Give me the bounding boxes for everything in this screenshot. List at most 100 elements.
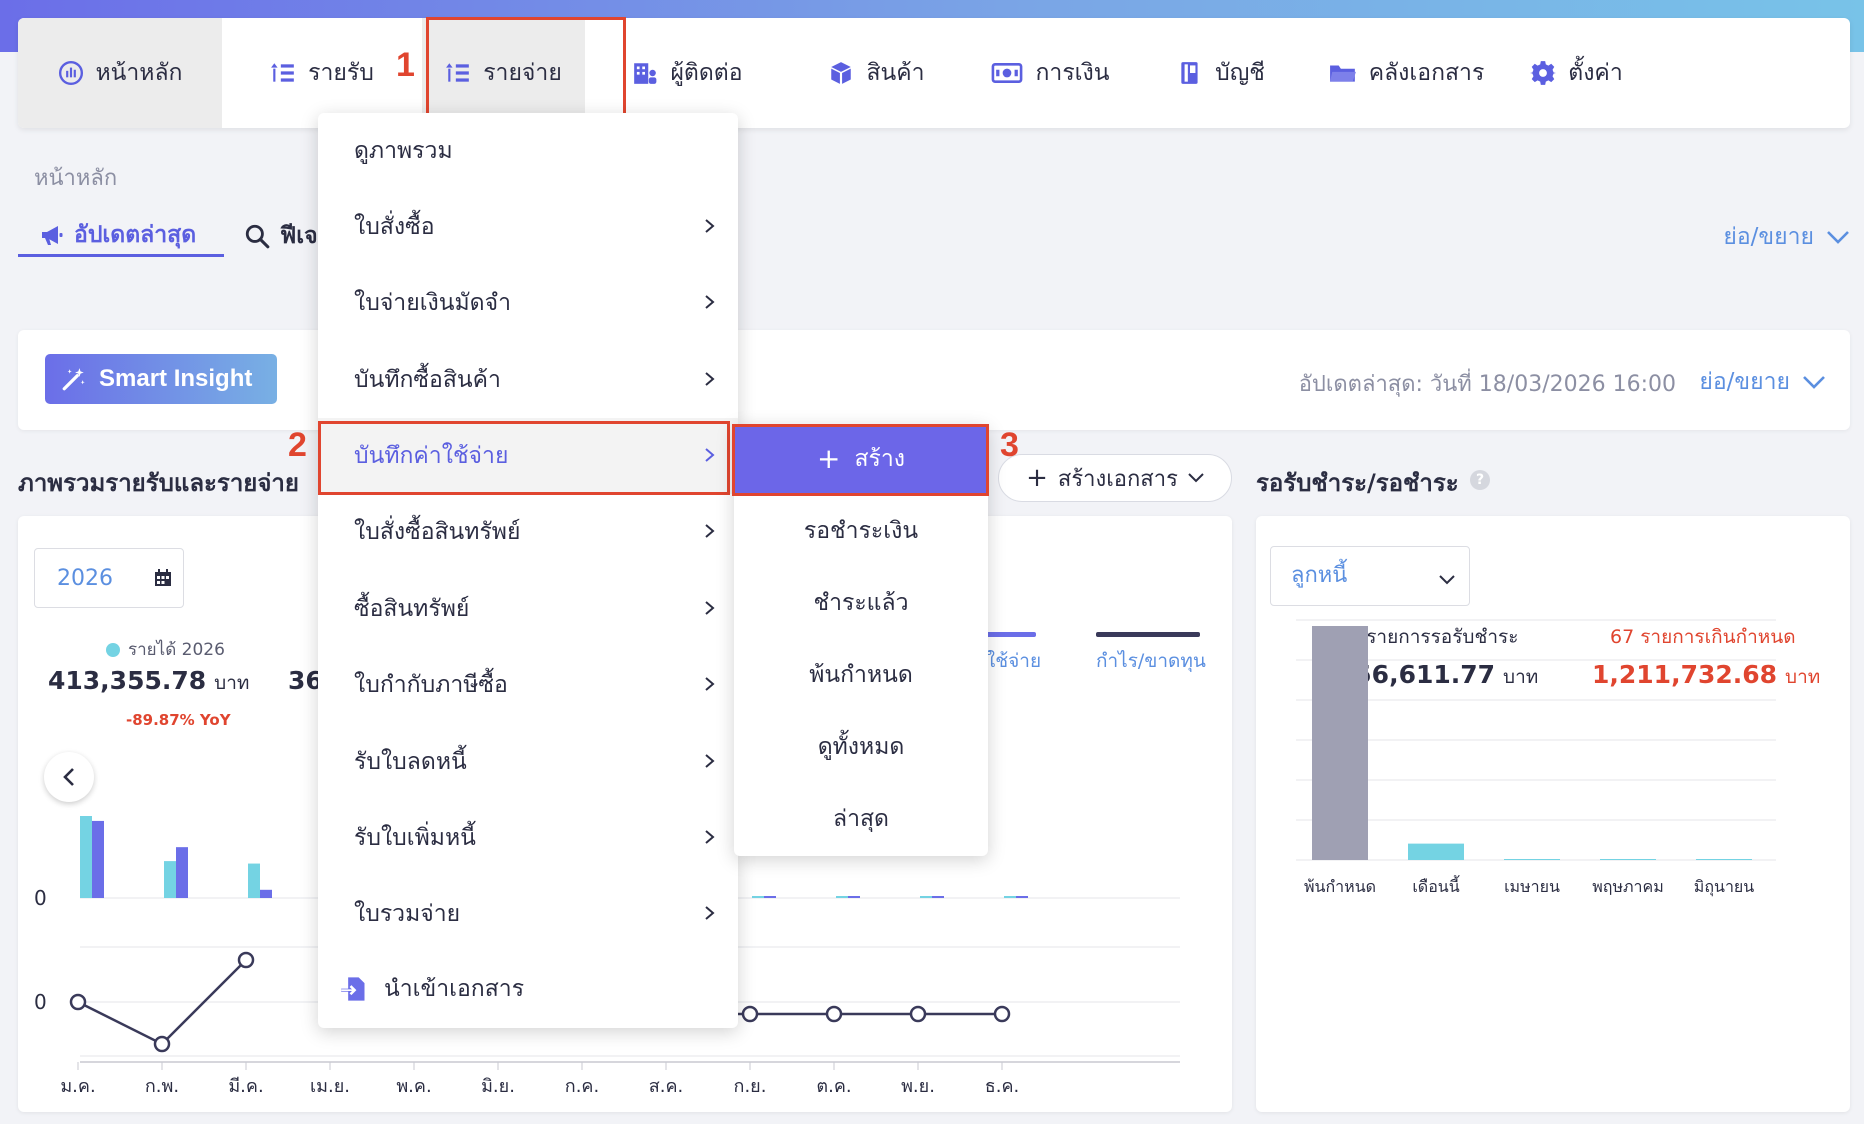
menu-item-asset-purchase-order[interactable]: ใบสั่งซื้อสินทรัพย์ [318, 494, 738, 570]
receivable-bar [1504, 859, 1560, 860]
submenu-create-button[interactable]: + สร้าง [734, 424, 988, 494]
expense-list-icon [446, 63, 470, 82]
profit-point [909, 1005, 927, 1023]
nav-home-label: หน้าหลัก [95, 60, 183, 86]
income-bar [248, 863, 260, 898]
expense-bar [848, 896, 860, 898]
create-document-button[interactable]: + สร้างเอกสาร [998, 454, 1232, 502]
receivable-x-label: มิถุนายน [1694, 877, 1755, 897]
income-bar [752, 896, 764, 898]
x-tick-label: เม.ย. [310, 1076, 350, 1097]
menu-item-deposit-payment[interactable]: ใบจ่ายเงินมัดจำ [318, 265, 738, 341]
chevron-right-icon [705, 830, 715, 844]
debtor-select[interactable]: ลูกหนี้ [1270, 546, 1470, 606]
chevron-right-icon [705, 295, 715, 309]
bar-zero-label: 0 [34, 886, 47, 910]
nav-products[interactable]: สินค้า [790, 18, 963, 128]
menu-item-overview[interactable]: ดูภาพรวม [318, 113, 738, 189]
chevron-down-icon [1803, 376, 1825, 389]
submenu-item-latest[interactable]: ล่าสุด [833, 806, 889, 832]
legend-income: รายได้ 2026 [106, 636, 225, 663]
x-tick-label: พ.ย. [901, 1076, 935, 1097]
menu-item-label: บันทึกซื้อสินค้า [354, 367, 501, 393]
nav-contacts[interactable]: ผู้ติดต่อ [585, 18, 790, 128]
tab-feature[interactable]: ฟีเจ [244, 215, 318, 257]
chevron-left-icon [63, 768, 74, 786]
annotation-label-3: 3 [1000, 426, 1019, 464]
nav-documents[interactable]: คลังเอกสาร [1304, 18, 1509, 128]
year-picker[interactable]: 2026 [34, 548, 184, 608]
nav-contacts-label: ผู้ติดต่อ [670, 60, 743, 86]
x-tick-label: ต.ค. [816, 1076, 851, 1097]
smart-insight-button[interactable]: Smart Insight [45, 354, 277, 404]
nav-expense-label: รายจ่าย [483, 60, 562, 86]
nav-settings[interactable]: ตั้งค่า [1509, 18, 1644, 128]
tab-feature-label: ฟีเจ [280, 223, 318, 249]
menu-item-label: ซื้อสินทรัพย์ [354, 596, 470, 622]
nav-finance[interactable]: การเงิน [963, 18, 1138, 128]
receivable-chart: พ้นกำหนด เดือนนี้ เมษายน พฤษภาคม มิถุนายน [1296, 619, 1776, 897]
nav-expense[interactable]: รายจ่าย [422, 18, 585, 128]
breadcrumb: หน้าหลัก [34, 166, 118, 191]
menu-item-combined-payment[interactable]: ใบรวมจ่าย [318, 876, 738, 952]
pending-count: 73 รายการรอรับชำระ [1336, 626, 1519, 648]
x-tick-label: ธ.ค. [985, 1076, 1019, 1097]
annotation-box-1 [426, 17, 626, 116]
plus-icon: + [816, 442, 841, 475]
tab-latest-updates[interactable]: อัปเดตล่าสุด [18, 215, 224, 257]
menu-item-credit-note[interactable]: รับใบลดหนี้ [318, 724, 738, 800]
submenu-item-view-all[interactable]: ดูทั้งหมด [817, 734, 905, 760]
receivable-bar [1696, 859, 1752, 860]
profit-point [153, 1035, 171, 1053]
help-icon[interactable]: ? [1470, 470, 1490, 490]
smart-insight-label: Smart Insight [99, 365, 253, 392]
nav-documents-label: คลังเอกสาร [1368, 60, 1485, 86]
collapse-label-insight: ย่อ/ขยาย [1699, 369, 1790, 395]
chart-prev-button[interactable] [44, 752, 94, 802]
gear-icon [1530, 61, 1557, 85]
menu-item-purchase-record[interactable]: บันทึกซื้อสินค้า [318, 342, 738, 418]
overdue-count: 67 รายการเกินกำหนด [1610, 626, 1796, 648]
collapse-toggle-top[interactable]: ย่อ/ขยาย [1723, 219, 1850, 255]
product-box-icon [831, 62, 852, 84]
x-tick-label: ก.พ. [145, 1076, 179, 1097]
x-tick-label: ก.ค. [565, 1076, 599, 1097]
expense-record-submenu: + สร้าง รอชำระเงิน ชำระแล้ว พ้นกำหนด ดูท… [734, 424, 988, 856]
receivable-x-label: เมษายน [1504, 877, 1560, 896]
receivable-x-label: พ้นกำหนด [1304, 877, 1376, 896]
profit-point [741, 1005, 759, 1023]
expense-bar [764, 896, 776, 898]
nav-finance-label: การเงิน [1035, 60, 1110, 86]
profit-point [69, 993, 87, 1011]
dashboard-icon [58, 60, 83, 86]
tab-latest-label: อัปเดตล่าสุด [74, 221, 197, 248]
nav-income[interactable]: รายรับ [222, 18, 422, 128]
expense-value-partial: 36 [288, 666, 323, 695]
menu-item-purchase-tax-invoice[interactable]: ใบกำกับภาษีซื้อ [318, 647, 738, 723]
x-tick-label: มี.ค. [228, 1076, 263, 1097]
income-bar [920, 896, 932, 898]
chevron-down-icon [1439, 575, 1455, 585]
accounting-book-icon [1181, 62, 1198, 84]
nav-home[interactable]: หน้าหลัก [18, 18, 222, 128]
receivable-title: รอรับชำระ/รอชำระ [1256, 469, 1459, 497]
collapse-toggle-insight[interactable]: ย่อ/ขยาย [1699, 364, 1826, 400]
annotation-label-1: 1 [396, 46, 415, 84]
menu-item-asset-purchase[interactable]: ซื้อสินทรัพย์ [318, 571, 738, 647]
submenu-item-overdue[interactable]: พ้นกำหนด [809, 662, 913, 688]
income-yoy: -89.87% YoY [126, 711, 231, 729]
menu-item-expense-record[interactable]: บันทึกค่าใช้จ่าย [318, 418, 738, 494]
menu-item-import-document[interactable]: นำเข้าเอกสาร [318, 951, 738, 1027]
submenu-item-paid[interactable]: ชำระแล้ว [813, 590, 909, 616]
overdue-amount: 1,211,732.68 [1592, 660, 1778, 689]
submenu-item-awaiting-payment[interactable]: รอชำระเงิน [803, 518, 919, 544]
search-icon [245, 224, 270, 249]
annotation-label-2: 2 [288, 426, 307, 464]
nav-accounting[interactable]: บัญชี [1138, 18, 1304, 128]
menu-item-purchase-order[interactable]: ใบสั่งซื้อ [318, 189, 738, 265]
menu-item-debit-note[interactable]: รับใบเพิ่มหนี้ [318, 800, 738, 876]
overview-title: ภาพรวมรายรับและรายจ่าย [18, 469, 299, 497]
income-summary: 413,355.78 บาท [48, 666, 249, 698]
income-bar [80, 816, 92, 898]
x-tick-label: ม.ค. [60, 1076, 95, 1097]
